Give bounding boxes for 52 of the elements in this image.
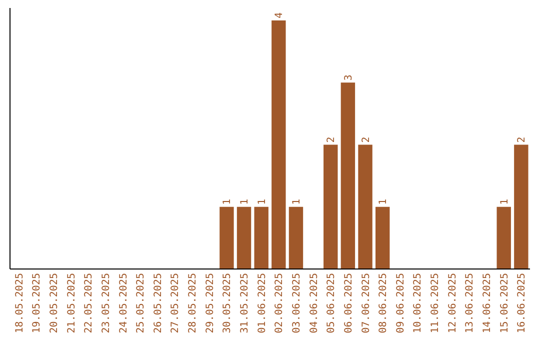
bar xyxy=(340,82,356,269)
data-label: 2 xyxy=(516,136,528,143)
bar xyxy=(254,206,268,269)
x-tick-label: 30.05.2025 xyxy=(222,273,234,334)
x-tick-label: 01.06.2025 xyxy=(256,273,268,334)
x-tick-label: 04.06.2025 xyxy=(308,273,320,334)
data-label: 3 xyxy=(343,74,354,81)
bar xyxy=(375,206,390,269)
data-label: 1 xyxy=(378,198,390,205)
x-tick-label: 15.06.2025 xyxy=(499,273,510,334)
bar xyxy=(220,206,234,269)
x-tick-label: 20.05.2025 xyxy=(48,273,60,334)
x-tick-label: 11.06.2025 xyxy=(430,273,442,334)
x-tick-label: 07.06.2025 xyxy=(360,273,372,334)
x-tick-label: 14.06.2025 xyxy=(482,273,494,334)
x-tick-label: 05.06.2025 xyxy=(326,273,338,334)
data-label: 1 xyxy=(499,198,510,205)
x-tick-label: 27.05.2025 xyxy=(170,273,182,334)
bar xyxy=(358,144,372,269)
x-tick-label: 06.06.2025 xyxy=(343,273,354,334)
bar xyxy=(272,20,286,269)
data-label: 1 xyxy=(291,198,302,205)
x-tick-label: 12.06.2025 xyxy=(447,273,458,334)
x-tick-label: 23.05.2025 xyxy=(100,273,112,334)
x-tick-label: 24.05.2025 xyxy=(118,273,130,334)
x-tick-label: 02.06.2025 xyxy=(274,273,286,334)
x-tick-label: 08.06.2025 xyxy=(378,273,390,334)
x-tick-label: 10.06.2025 xyxy=(412,273,424,334)
x-tick-label: 31.05.2025 xyxy=(240,273,251,334)
x-tick-label: 13.06.2025 xyxy=(464,273,476,334)
x-tick-label: 29.05.2025 xyxy=(204,273,216,334)
bar xyxy=(324,144,338,269)
data-label: 1 xyxy=(240,198,251,205)
bar xyxy=(514,144,528,269)
data-label: 4 xyxy=(274,12,286,18)
bar xyxy=(496,206,511,269)
data-label: 1 xyxy=(222,198,234,205)
data-label: 2 xyxy=(360,136,372,143)
data-label: 1 xyxy=(256,198,268,205)
x-tick-label: 22.05.2025 xyxy=(84,273,95,334)
x-tick-label: 28.05.2025 xyxy=(188,273,199,334)
x-tick-label: 09.06.2025 xyxy=(395,273,406,334)
x-tick-label: 25.05.2025 xyxy=(136,273,147,334)
x-tick-label: 18.05.2025 xyxy=(14,273,26,334)
x-tick-label: 03.06.2025 xyxy=(291,273,302,334)
bar xyxy=(288,206,304,269)
x-tick-label: 19.05.2025 xyxy=(32,273,43,334)
x-tick-label: 21.05.2025 xyxy=(66,273,78,334)
data-label: 2 xyxy=(326,136,338,143)
bar xyxy=(236,206,252,269)
x-tick-label: 26.05.2025 xyxy=(152,273,164,334)
x-tick-label: 16.06.2025 xyxy=(516,273,528,334)
